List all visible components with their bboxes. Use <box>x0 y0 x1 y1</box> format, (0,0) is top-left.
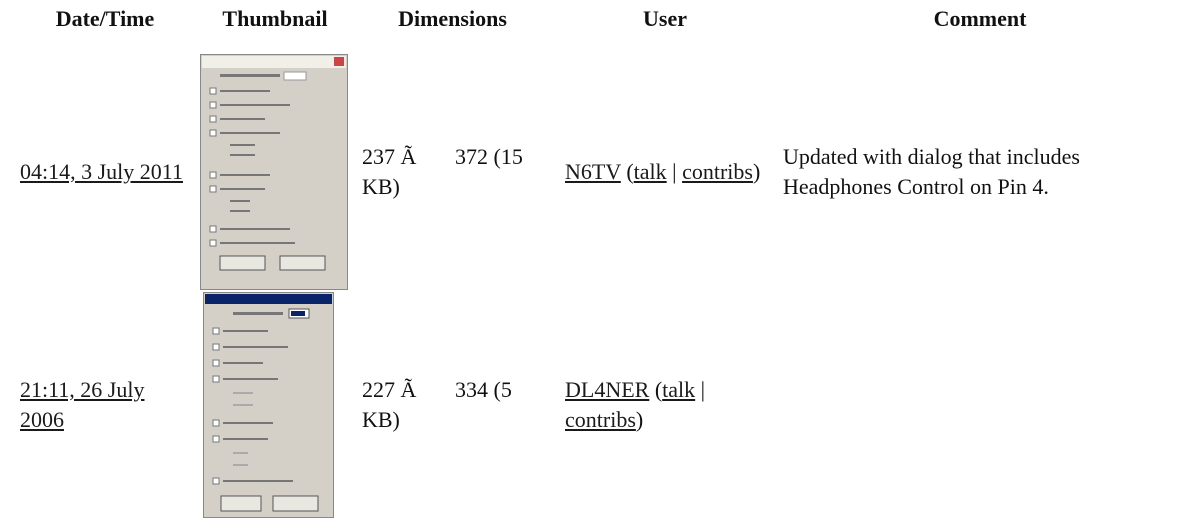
user-cell: N6TV (talk | contribs) <box>565 52 765 292</box>
comment-cell: Updated with dialog that includes Headph… <box>783 52 1183 292</box>
date-link[interactable]: 04:14, 3 July 2011 <box>20 159 183 184</box>
dimensions-part: 227 Ã <box>362 377 417 402</box>
dimensions-part: 372 (15 <box>455 144 523 169</box>
date-cell: 21:11, 26 July 2006 <box>20 292 190 518</box>
dimensions-line: 237 Ã 372 (15 <box>362 142 523 172</box>
dimensions-part: KB) <box>362 174 400 199</box>
user-text: | <box>695 377 711 402</box>
dimensions-part: 334 (5 <box>455 377 512 402</box>
dimensions-cell: 227 Ã 334 (5 KB) <box>362 292 562 518</box>
user: N6TV (talk | contribs) <box>565 157 760 187</box>
column-header: Dimensions <box>398 6 507 31</box>
thumbnail[interactable] <box>203 292 334 518</box>
dimensions: 227 Ã 334 (5 KB) <box>362 375 512 435</box>
user-text: ( <box>649 377 663 402</box>
user-link[interactable]: N6TV <box>565 159 621 184</box>
user-text: ) <box>635 407 644 432</box>
dimensions: 237 Ã 372 (15 KB) <box>362 142 523 202</box>
dimensions-cell: 237 Ã 372 (15 KB) <box>362 52 562 292</box>
user-link[interactable]: contribs <box>565 407 636 432</box>
column-header: Comment <box>933 6 1027 31</box>
user-text: ( <box>620 159 634 184</box>
user-text: | <box>666 159 683 184</box>
user-link[interactable]: DL4NER <box>565 377 650 402</box>
user-cell: DL4NER (talk | contribs) <box>565 292 765 518</box>
column-header: User <box>643 6 687 31</box>
comment: Updated with dialog that includes Headph… <box>783 144 1080 199</box>
user-text: ) <box>752 159 761 184</box>
user-link[interactable]: talk <box>662 377 696 402</box>
dimensions-part: KB) <box>362 407 400 432</box>
dimensions-part: 237 Ã <box>362 144 417 169</box>
thumbnail[interactable] <box>200 54 348 290</box>
date-link[interactable]: 21:11, 26 July 2006 <box>20 377 145 432</box>
user: DL4NER (talk | contribs) <box>565 375 765 435</box>
column-header: Date/Time <box>55 6 155 31</box>
user-link[interactable]: contribs <box>682 159 753 184</box>
column-header: Thumbnail <box>222 6 328 31</box>
date-cell: 04:14, 3 July 2011 <box>20 52 190 292</box>
dimensions-line: 227 Ã 334 (5 <box>362 375 512 405</box>
user-link[interactable]: talk <box>633 159 667 184</box>
